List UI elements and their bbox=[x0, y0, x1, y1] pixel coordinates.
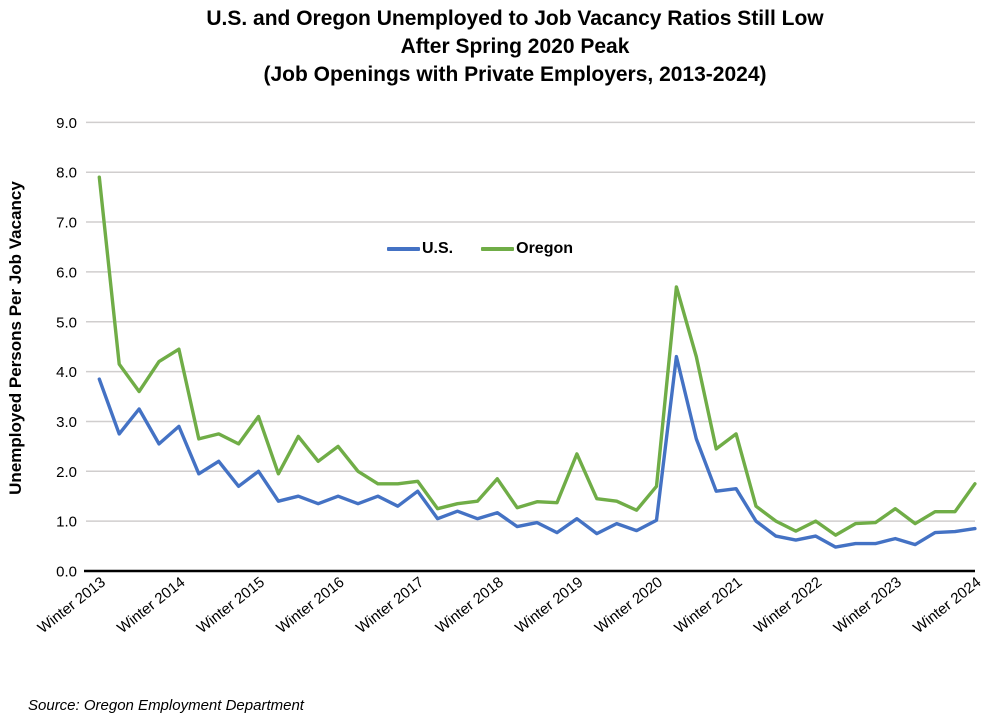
x-tick-label: Winter 2024 bbox=[910, 574, 984, 637]
us-line-swatch-icon bbox=[387, 247, 420, 251]
y-tick-label: 1.0 bbox=[56, 514, 77, 531]
y-tick-label: 6.0 bbox=[56, 264, 77, 281]
legend-label-us: U.S. bbox=[422, 240, 454, 257]
x-tick-label: Winter 2015 bbox=[194, 574, 268, 637]
chart-title: U.S. and Oregon Unemployed to Job Vacanc… bbox=[30, 5, 1000, 89]
x-tick-label: Winter 2023 bbox=[831, 574, 905, 637]
x-tick-label: Winter 2020 bbox=[592, 574, 666, 637]
x-tick-label: Winter 2016 bbox=[273, 574, 347, 637]
chart-title-line-2: After Spring 2020 Peak bbox=[400, 35, 630, 58]
oregon-line bbox=[97, 175, 977, 537]
y-tick-label: 3.0 bbox=[56, 414, 77, 431]
legend-label-oregon: Oregon bbox=[516, 240, 574, 257]
y-tick-label: 0.0 bbox=[56, 564, 77, 581]
x-tick-label: Winter 2018 bbox=[433, 574, 507, 637]
x-tick-label: Winter 2019 bbox=[512, 574, 586, 637]
x-tick-label: Winter 2013 bbox=[35, 574, 109, 637]
y-tick-label: 2.0 bbox=[56, 464, 77, 481]
x-tick-label: Winter 2017 bbox=[353, 574, 427, 637]
y-tick-label: 7.0 bbox=[56, 215, 77, 232]
y-tick-label: 4.0 bbox=[56, 364, 77, 381]
us-line bbox=[97, 354, 977, 549]
legend-item-us: U.S. bbox=[387, 240, 453, 258]
oregon-line-swatch-icon bbox=[481, 247, 515, 251]
legend: U.S. Oregon bbox=[387, 240, 573, 258]
y-tick-label: 9.0 bbox=[56, 115, 77, 132]
y-tick-label: 5.0 bbox=[56, 314, 77, 331]
chart-title-line-1: U.S. and Oregon Unemployed to Job Vacanc… bbox=[206, 7, 824, 30]
chart-title-line-3: (Job Openings with Private Employers, 20… bbox=[263, 63, 767, 86]
x-tick-label: Winter 2021 bbox=[671, 574, 745, 637]
x-tick-label: Winter 2014 bbox=[114, 574, 188, 637]
y-tick-label: 8.0 bbox=[56, 165, 77, 182]
legend-item-oregon: Oregon bbox=[481, 240, 573, 258]
x-tick-label: Winter 2022 bbox=[751, 574, 825, 637]
source-note: Source: Oregon Employment Department bbox=[28, 697, 304, 714]
